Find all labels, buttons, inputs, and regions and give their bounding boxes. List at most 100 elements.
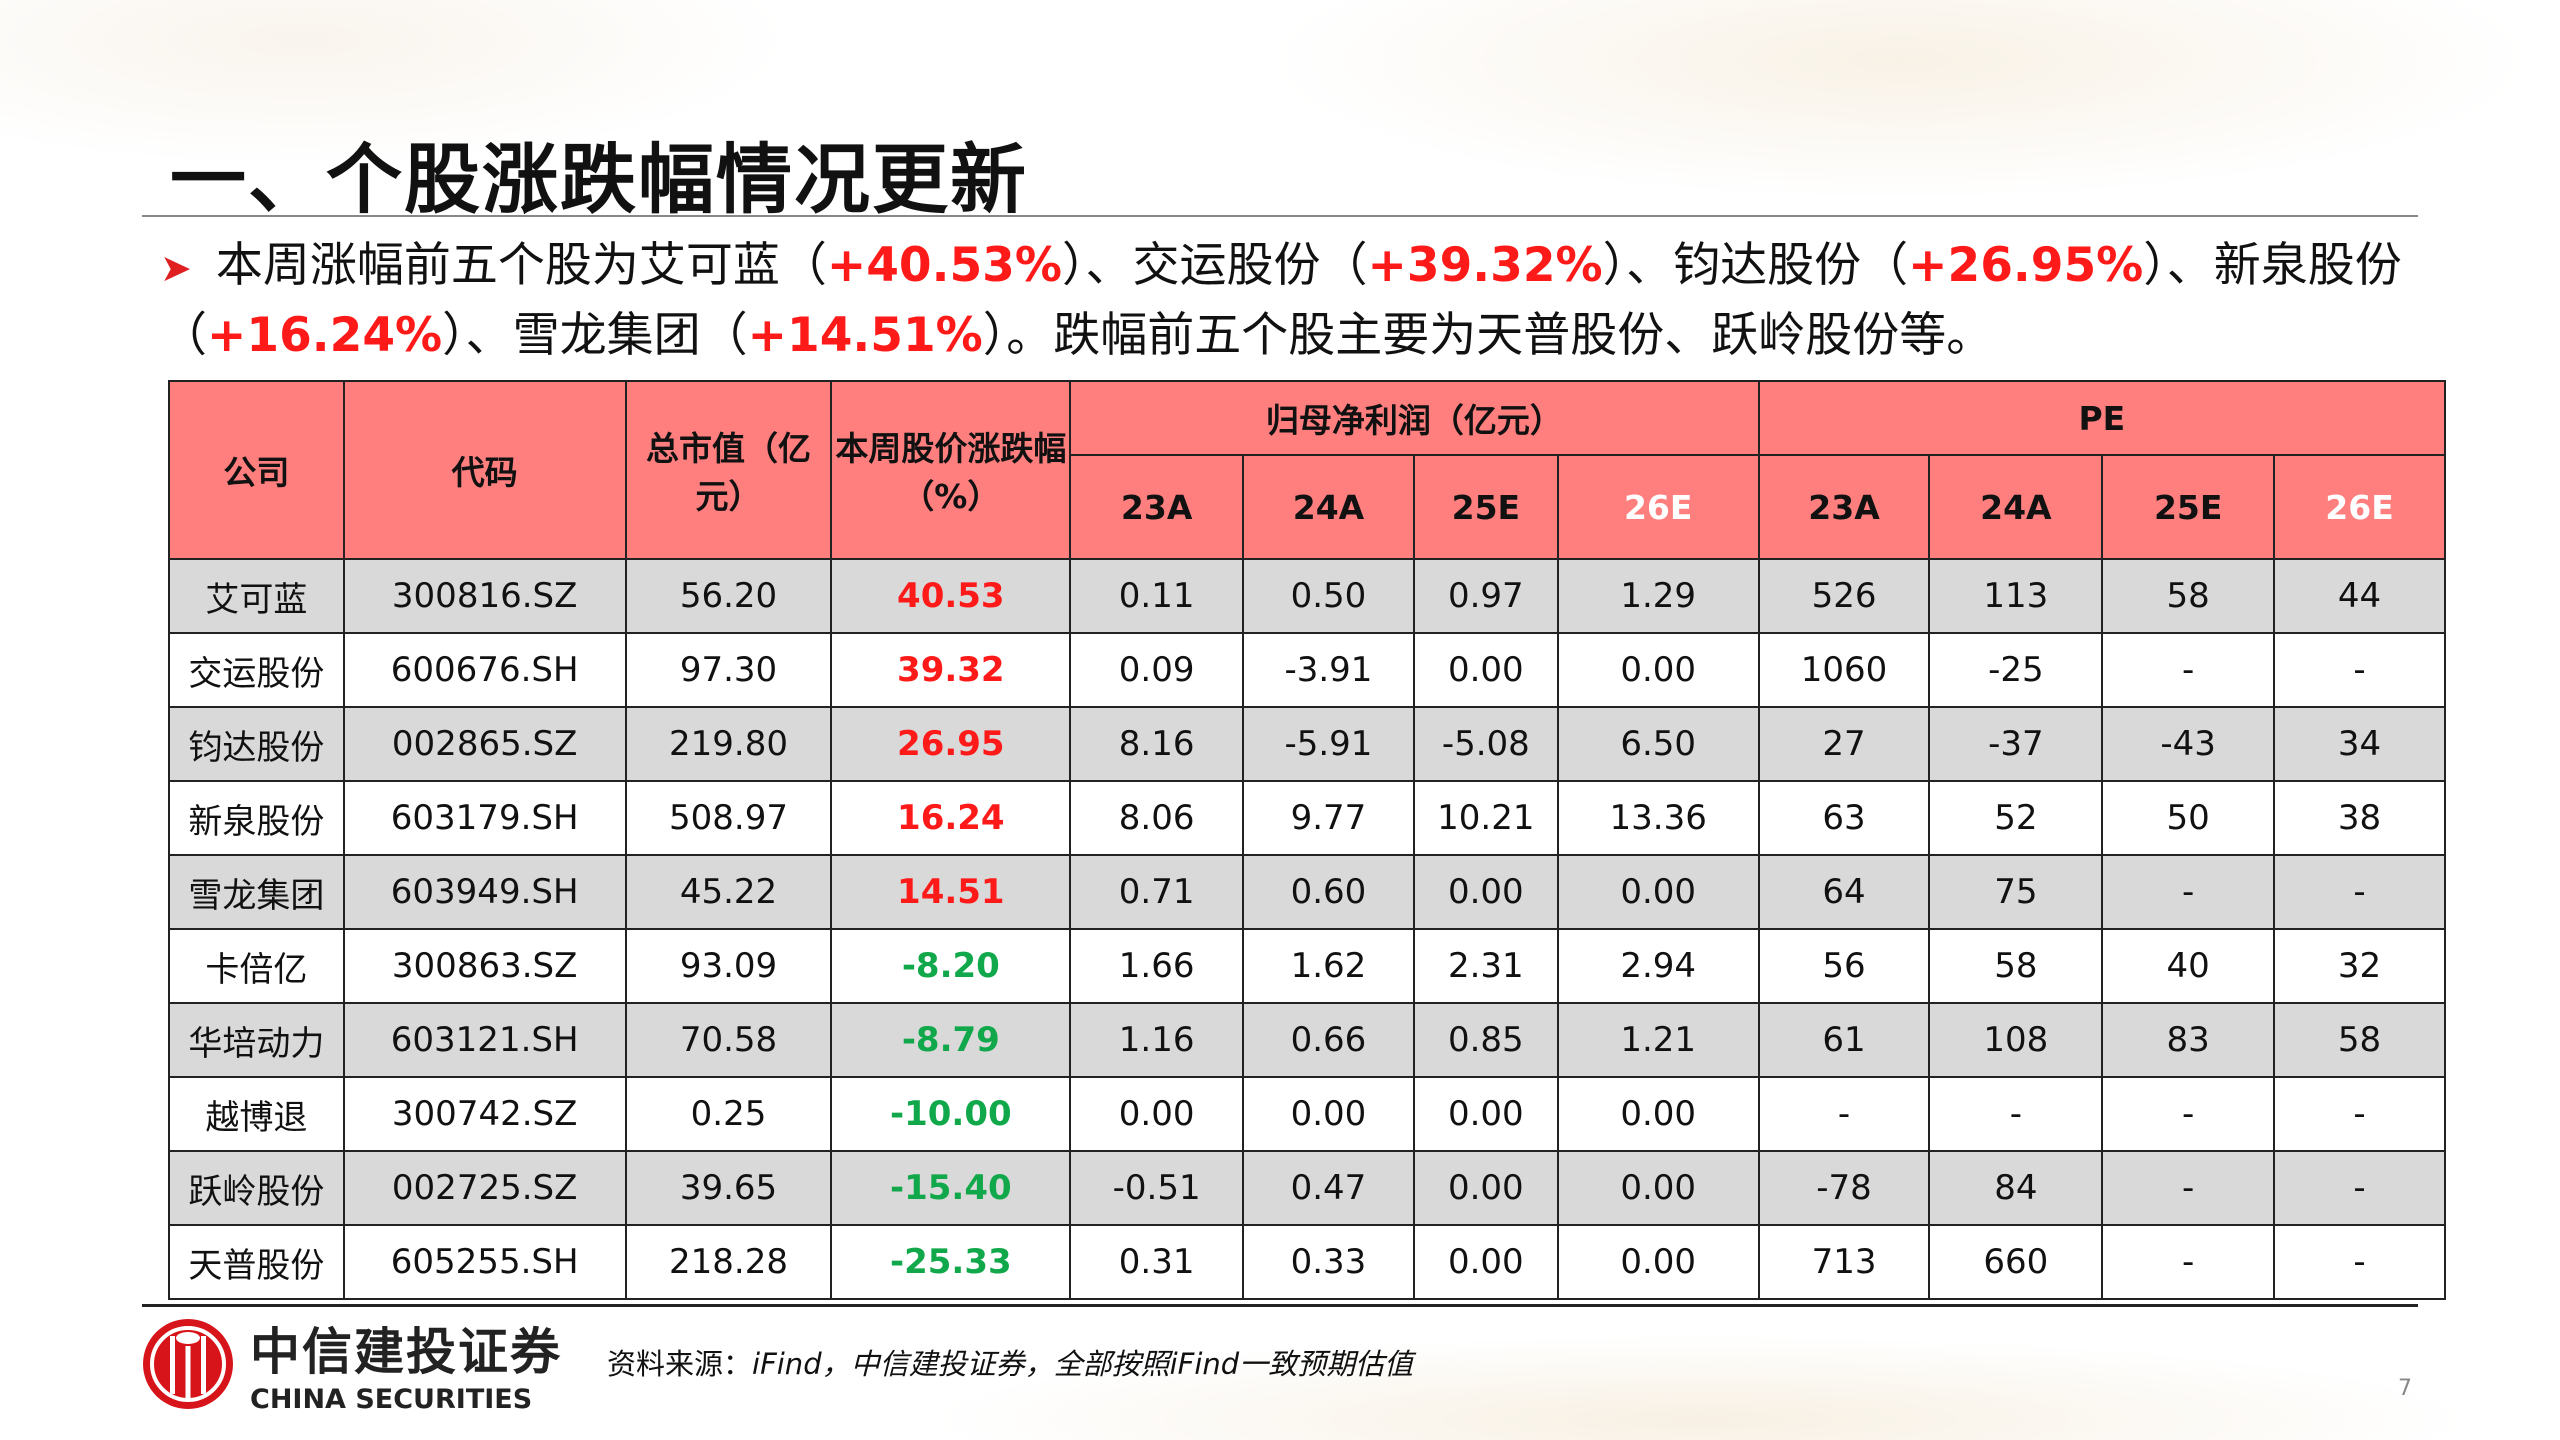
company-cell: 天普股份	[168, 1224, 345, 1300]
table-cell: -	[2273, 1150, 2446, 1226]
table-cell: 603121.SH	[342, 1002, 627, 1078]
change-cell: 26.95	[830, 706, 1072, 782]
table-cell: 508.97	[624, 780, 833, 856]
table-cell: 0.00	[1412, 1224, 1559, 1300]
table-cell: -	[2101, 1076, 2276, 1152]
table-cell: 56	[1757, 928, 1931, 1004]
header-year: 24A	[1242, 454, 1415, 560]
table-cell: -	[2101, 632, 2276, 708]
gain: +40.53%	[826, 238, 1062, 293]
summary-bullet: ➤ 本周涨幅前五个股为艾可蓝（+40.53%）、交运股份（+39.32%）、钧达股…	[160, 232, 2420, 370]
table-cell: 300863.SZ	[342, 928, 627, 1004]
page-number: 7	[2398, 1376, 2412, 1401]
header-year: 24A	[1928, 454, 2104, 560]
table-row: 雪龙集团 603949.SH 45.22 14.51 0.71 0.60 0.00 0.00 6…	[168, 854, 2446, 930]
table-cell: 58	[1928, 928, 2104, 1004]
table-cell: 526	[1757, 558, 1931, 634]
table-cell: 40	[2101, 928, 2276, 1004]
table-cell: -43	[2101, 706, 2276, 782]
table-cell: 58	[2273, 1002, 2446, 1078]
text: ）、钧达股份（	[1602, 238, 1909, 293]
table-row: 越博退 300742.SZ 0.25 -10.00 0.00 0.00 0.00 0.00- -…	[168, 1076, 2446, 1152]
company-cell: 艾可蓝	[168, 558, 345, 634]
header-year: 26E	[2273, 454, 2446, 560]
table-cell: -	[2273, 854, 2446, 930]
table-cell: 1.21	[1556, 1002, 1760, 1078]
table-cell: 1.29	[1556, 558, 1760, 634]
table-cell: 56.20	[624, 558, 833, 634]
table-cell: 58	[2101, 558, 2276, 634]
table-cell: -3.91	[1242, 632, 1415, 708]
title-divider	[142, 215, 2418, 217]
table-cell: 10.21	[1412, 780, 1559, 856]
company-cell: 交运股份	[168, 632, 345, 708]
source-note: 资料来源：iFind，中信建投证券，全部按照iFind一致预期估值	[607, 1341, 1413, 1383]
table-cell: 002865.SZ	[342, 706, 627, 782]
table-cell: 713	[1757, 1224, 1931, 1300]
table-cell: 0.00	[1556, 632, 1760, 708]
table-cell: 1.62	[1242, 928, 1415, 1004]
table-cell: 0.00	[1412, 632, 1559, 708]
table-cell: 0.00	[1556, 1076, 1760, 1152]
company-logo: 中信建投证券 CHINA SECURITIES	[140, 1312, 562, 1415]
table-cell: -5.91	[1242, 706, 1415, 782]
table-cell: 0.00	[1242, 1076, 1415, 1152]
table-cell: -	[1757, 1076, 1931, 1152]
company-cell: 卡倍亿	[168, 928, 345, 1004]
table-cell: 0.31	[1069, 1224, 1245, 1300]
china-securities-logo-icon	[143, 1318, 233, 1409]
table-cell: 13.36	[1556, 780, 1760, 856]
table-cell: 27	[1757, 706, 1931, 782]
table-cell: 6.50	[1556, 706, 1760, 782]
change-cell: -10.00	[830, 1076, 1072, 1152]
table-row: 钧达股份 002865.SZ 219.80 26.95 8.16 -5.91 -5.08 6.…	[168, 706, 2446, 782]
header-change: 本周股价涨跌幅（%）	[830, 380, 1072, 560]
change-cell: -25.33	[830, 1224, 1072, 1300]
table-cell: 0.09	[1069, 632, 1245, 708]
gain: +16.24%	[207, 308, 443, 363]
header-company: 公司	[168, 380, 345, 560]
table-cell: 113	[1928, 558, 2104, 634]
change-cell: 14.51	[830, 854, 1072, 930]
table-cell: 0.00	[1412, 1076, 1559, 1152]
table-cell: 70.58	[624, 1002, 833, 1078]
logo-en: CHINA SECURITIES	[250, 1384, 533, 1415]
company-cell: 新泉股份	[168, 780, 345, 856]
table-cell: -	[2273, 632, 2446, 708]
company-cell: 越博退	[168, 1076, 345, 1152]
change-cell: 40.53	[830, 558, 1072, 634]
table-cell: 64	[1757, 854, 1931, 930]
table-cell: -	[2101, 1150, 2276, 1226]
table-cell: 603179.SH	[342, 780, 627, 856]
table-cell: 0.60	[1242, 854, 1415, 930]
table-cell: 2.94	[1556, 928, 1760, 1004]
table-cell: 8.06	[1069, 780, 1245, 856]
table-cell: 44	[2273, 558, 2446, 634]
table-cell: 75	[1928, 854, 2104, 930]
header-code: 代码	[342, 380, 627, 560]
table-cell: -37	[1928, 706, 2104, 782]
company-cell: 雪龙集团	[168, 854, 345, 930]
gain: +26.95%	[1908, 238, 2144, 293]
header-year: 26E	[1556, 454, 1760, 560]
table-cell: 0.97	[1412, 558, 1559, 634]
text: 本周涨幅前五个股为艾可蓝（	[215, 238, 827, 293]
change-cell: -15.40	[830, 1150, 1072, 1226]
header-year: 23A	[1069, 454, 1245, 560]
gain: +14.51%	[747, 308, 983, 363]
gain: +39.32%	[1367, 238, 1603, 293]
table-cell: 0.00	[1069, 1076, 1245, 1152]
table-cell: 39.65	[624, 1150, 833, 1226]
table-cell: 600676.SH	[342, 632, 627, 708]
table-cell: -	[1928, 1076, 2104, 1152]
table-cell: 603949.SH	[342, 854, 627, 930]
table-cell: -	[2273, 1224, 2446, 1300]
table-cell: 52	[1928, 780, 2104, 856]
table-cell: 0.00	[1556, 1150, 1760, 1226]
table-cell: 45.22	[624, 854, 833, 930]
company-cell: 钧达股份	[168, 706, 345, 782]
table-row: 跃岭股份 002725.SZ 39.65 -15.40 -0.51 0.47 0.00 0.0…	[168, 1150, 2446, 1226]
table-row: 卡倍亿 300863.SZ 93.09 -8.20 1.66 1.62 2.31 2.94 56…	[168, 928, 2446, 1004]
table-cell: 0.85	[1412, 1002, 1559, 1078]
table-cell: 660	[1928, 1224, 2104, 1300]
